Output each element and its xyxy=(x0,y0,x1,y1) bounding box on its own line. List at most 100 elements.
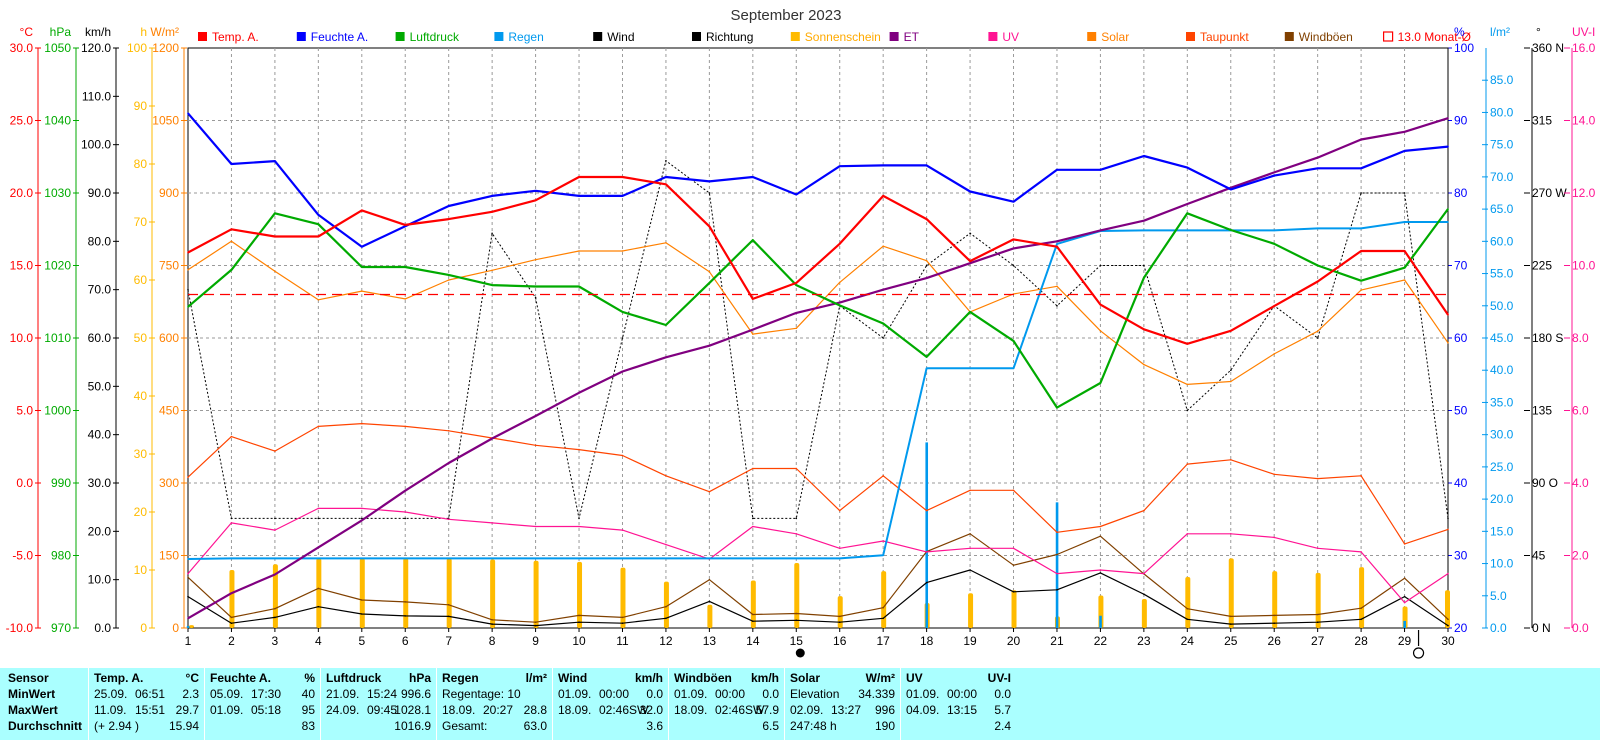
axis-tick-label: 12.0 xyxy=(1572,186,1596,200)
stats-time: 05:18 xyxy=(251,703,282,717)
et-point xyxy=(534,415,537,417)
stats-time: 02:46SW xyxy=(715,703,765,717)
rain-daily-bar xyxy=(186,626,190,628)
stats-block-temp-a: Temp. A. °C 25.09. 06:51 2.3 11.09. 15:51 29.7 (… xyxy=(88,668,205,740)
axis-tick-label: 90 xyxy=(1454,114,1468,128)
solar-point xyxy=(317,299,320,301)
temp-point xyxy=(1012,238,1015,241)
richtung-point xyxy=(1316,337,1319,339)
feuchte-point xyxy=(1099,169,1102,171)
axis-tick-label: 90 O xyxy=(1532,476,1558,490)
legend-item-windb-en-swatch xyxy=(1284,32,1294,41)
et-point xyxy=(882,288,884,291)
axis-tick-label: 75.0 xyxy=(1490,138,1514,152)
stats-value: 40 xyxy=(301,687,315,701)
et-point xyxy=(1186,203,1189,205)
statistics-table: Sensor MinWert MaxWert Durchschnitt Temp. A.… xyxy=(0,668,1600,740)
richtung-point xyxy=(1099,264,1102,267)
luftdruck-point xyxy=(317,223,320,225)
windboeen-point xyxy=(665,605,667,608)
sunshine-bar xyxy=(403,558,409,628)
stats-row-label: MinWert xyxy=(8,687,56,701)
axis-tick-label: 135 xyxy=(1532,404,1552,418)
axis-tick-label: 750 xyxy=(159,259,179,273)
left-axis-Wm: 1200 1050 900 750 600 450 300 150 0 W/m² xyxy=(150,25,187,635)
temp-point xyxy=(230,228,233,231)
temp-point xyxy=(1186,343,1189,345)
axis-tick-label: 20.0 xyxy=(1490,492,1514,506)
stats-time: 00:00 xyxy=(947,687,978,701)
et-point xyxy=(317,546,320,549)
luftdruck-point xyxy=(1316,264,1319,267)
legend-item-richtung: Richtung xyxy=(692,30,753,44)
axis-tick-label: 1200 xyxy=(152,41,179,55)
axis-tick-label: 60.0 xyxy=(1490,234,1514,248)
axis-tick-label: 900 xyxy=(159,186,179,200)
axis-tick-label: -10.0 xyxy=(6,621,34,635)
solar-point xyxy=(361,290,363,292)
x-tick-label: 4 xyxy=(315,634,322,648)
richtung-point xyxy=(1012,264,1015,267)
luftdruck-point xyxy=(752,239,754,241)
taupunkt-point xyxy=(1316,477,1319,480)
right-axis-percent: 100 90 80 70 60 50 40 30 20% xyxy=(1446,25,1474,635)
axis-tick-label: 315 xyxy=(1532,114,1552,128)
series-luftdruck xyxy=(187,208,1449,409)
stats-date: Elevation xyxy=(790,687,840,701)
taupunkt-point xyxy=(925,509,928,512)
regen-point xyxy=(230,557,233,560)
axis-tick-label: 1050 xyxy=(152,114,179,128)
regen-point xyxy=(491,557,493,560)
stats-unit: °C xyxy=(185,671,199,685)
richtung-point xyxy=(1447,517,1449,520)
windboeen-point xyxy=(1447,618,1449,621)
feuchte-point xyxy=(752,176,754,178)
uv-point xyxy=(361,507,363,510)
legend-item-windb-en-label: Windböen xyxy=(1299,30,1353,44)
solar-point xyxy=(1099,330,1102,332)
stats-date: 25.09. xyxy=(94,687,128,701)
stats-date: Regentage: 10 xyxy=(442,687,521,701)
sunshine-bar xyxy=(229,570,235,628)
taupunkt-point xyxy=(1099,525,1102,528)
stats-value: 190 xyxy=(874,719,895,733)
feuchte-point xyxy=(795,193,798,196)
stats-value: 15.94 xyxy=(168,719,199,733)
temp-point xyxy=(361,209,363,212)
feuchte-point xyxy=(1360,167,1362,170)
sunshine-bar xyxy=(620,567,626,628)
axis-tick-label: 110.0 xyxy=(82,89,111,103)
sunshine-bar xyxy=(881,571,887,628)
windboeen-point xyxy=(969,533,971,535)
richtung-point xyxy=(317,517,320,520)
stats-unit: UV-I xyxy=(987,671,1011,685)
richtung-point xyxy=(1143,264,1145,267)
axis-unit-label: % xyxy=(1454,25,1465,39)
stats-header: Feuchte A. xyxy=(210,671,271,685)
axis-tick-label: 40 xyxy=(134,389,148,403)
axis-unit-label: l/m² xyxy=(1490,25,1510,39)
regen-point xyxy=(578,557,580,560)
luftdruck-point xyxy=(274,212,276,215)
luftdruck-point xyxy=(925,356,928,358)
feuchte-point xyxy=(187,112,189,115)
stats-unit: hPa xyxy=(408,671,431,685)
solar-point xyxy=(1056,285,1058,288)
legend-item-solar-swatch xyxy=(1087,32,1097,41)
windboeen-point xyxy=(708,578,711,581)
legend-item-wind-label: Wind xyxy=(607,30,634,44)
axis-tick-label: 35.0 xyxy=(1490,395,1514,409)
series-richtung xyxy=(187,160,1449,520)
uv-point xyxy=(621,529,624,531)
windboeen-point xyxy=(361,599,363,601)
taupunkt-point xyxy=(1230,459,1232,461)
stats-value: 0.0 xyxy=(646,687,663,701)
luftdruck-point xyxy=(361,266,363,268)
wind-point xyxy=(925,581,928,584)
feuchte-point xyxy=(317,214,320,216)
richtung-point xyxy=(187,288,189,291)
temp-point xyxy=(1403,250,1406,252)
axis-tick-label: 20 xyxy=(1454,621,1468,635)
axis-tick-label: 60 xyxy=(134,273,148,287)
wind-point xyxy=(447,615,450,618)
